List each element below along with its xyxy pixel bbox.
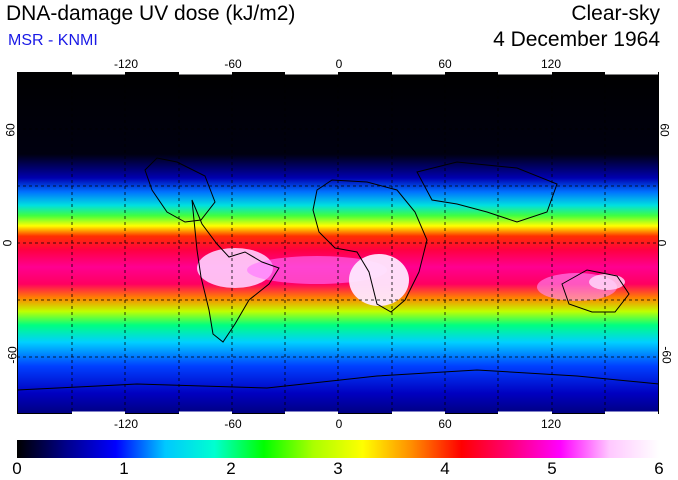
lon-tick-bottom: -60 (224, 417, 242, 431)
lon-tick-bottom: 60 (438, 417, 452, 431)
sky-condition-label: Clear-sky (571, 2, 660, 25)
lon-tick-bottom: 0 (335, 417, 343, 431)
uv-dose-world-map (17, 72, 659, 414)
lat-tick-right: 60 (657, 123, 672, 137)
color-scale-label: 3 (333, 459, 343, 478)
lat-tick-left: 60 (3, 123, 18, 137)
color-scale-label: 2 (226, 459, 236, 478)
lon-tick-bottom: -120 (113, 417, 139, 431)
lon-tick-top: -60 (224, 57, 242, 71)
color-scale-label: 4 (440, 459, 450, 478)
lon-tick-top: -120 (113, 57, 139, 71)
color-scale-label: 1 (119, 459, 129, 478)
source-label: MSR - KNMI (8, 32, 98, 49)
lon-tick-top: 0 (335, 57, 343, 71)
date-label: 4 December 1964 (493, 28, 660, 51)
lon-tick-bottom: 120 (540, 417, 562, 431)
color-scale-label: 5 (547, 459, 557, 478)
lon-tick-top: 60 (438, 57, 452, 71)
lat-tick-left: 0 (0, 239, 15, 247)
color-scale-label: 6 (654, 459, 664, 478)
map-title: DNA-damage UV dose (kJ/m2) (6, 2, 296, 25)
color-scale-label: 0 (12, 459, 22, 478)
lat-tick-right: -60 (659, 346, 674, 364)
lon-tick-top: 120 (540, 57, 562, 71)
color-scale-bar (17, 440, 659, 458)
